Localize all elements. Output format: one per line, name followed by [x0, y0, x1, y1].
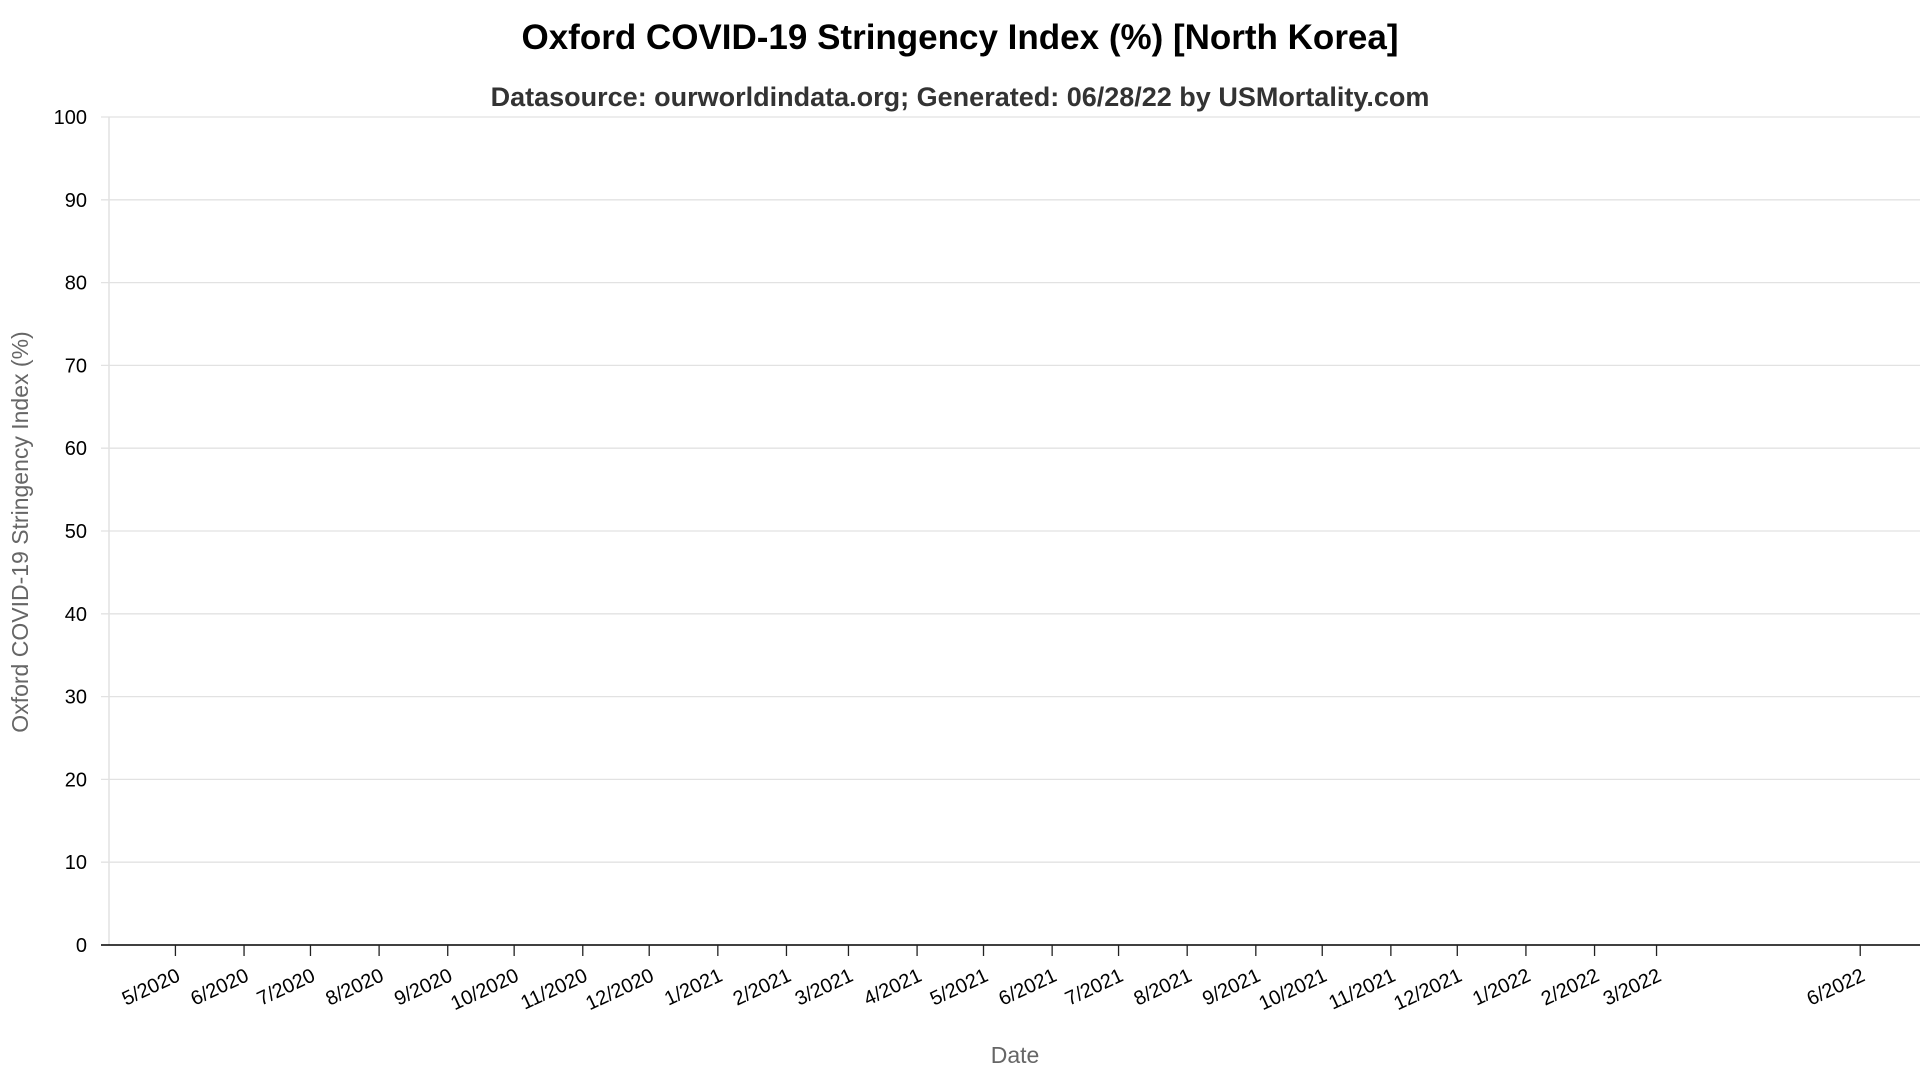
- x-tick-label-4-2021: 4/2021: [860, 965, 925, 1011]
- y-tick-label-0: 0: [76, 935, 87, 957]
- x-tick-label-5-2020: 5/2020: [119, 965, 184, 1011]
- x-tick-label-11-2021: 11/2021: [1326, 965, 1399, 1015]
- chart-title: Oxford COVID-19 Stringency Index (%) [No…: [521, 18, 1398, 57]
- x-tick-label-5-2021: 5/2021: [927, 965, 992, 1011]
- chart-subtitle: Datasource: ourworldindata.org; Generate…: [491, 82, 1430, 112]
- x-tick-label-8-2020: 8/2020: [322, 965, 387, 1011]
- y-tick-label-70: 70: [65, 355, 87, 377]
- x-tick-label-2-2021: 2/2021: [730, 965, 795, 1011]
- x-tick-label-3-2022: 3/2022: [1600, 965, 1665, 1011]
- x-tick-label-7-2020: 7/2020: [254, 965, 319, 1011]
- y-tick-label-100: 100: [54, 107, 87, 129]
- x-tick-label-11-2020: 11/2020: [517, 965, 590, 1015]
- y-tick-label-10: 10: [65, 852, 87, 874]
- x-tick-label-12-2020: 12/2020: [582, 965, 657, 1015]
- y-tick-label-20: 20: [65, 769, 87, 791]
- y-tick-label-50: 50: [65, 521, 87, 543]
- x-tick-label-9-2021: 9/2021: [1199, 965, 1264, 1011]
- x-axis-ticks: 5/2020 6/2020 7/2020 8/2020 9/202010/202011/…: [119, 945, 1869, 1015]
- y-axis-label: Oxford COVID-19 Stringency Index (%): [7, 331, 33, 732]
- x-tick-label-3-2021: 3/2021: [792, 965, 857, 1011]
- y-tick-label-40: 40: [65, 604, 87, 626]
- x-tick-label-9-2020: 9/2020: [391, 965, 456, 1011]
- x-tick-label-6-2021: 6/2021: [996, 965, 1061, 1011]
- x-tick-label-10-2020: 10/2020: [447, 965, 522, 1015]
- x-tick-label-6-2020: 6/2020: [187, 965, 252, 1011]
- y-tick-label-60: 60: [65, 438, 87, 460]
- x-tick-label-7-2021: 7/2021: [1062, 965, 1127, 1011]
- x-tick-label-8-2021: 8/2021: [1131, 965, 1196, 1011]
- y-tick-label-80: 80: [65, 273, 87, 295]
- y-tick-label-30: 30: [65, 687, 87, 709]
- x-axis-label: Date: [991, 1042, 1040, 1068]
- x-tick-label-10-2021: 10/2021: [1256, 965, 1331, 1015]
- y-tick-label-90: 90: [65, 190, 87, 212]
- x-tick-label-1-2022: 1/2022: [1469, 965, 1534, 1011]
- gridlines: [101, 116, 1920, 946]
- y-axis-ticks: 0 10 20 30 40 50 60 70 80 90 100: [54, 107, 87, 957]
- x-tick-label-6-2022: 6/2022: [1804, 965, 1869, 1011]
- x-tick-label-12-2021: 12/2021: [1391, 965, 1466, 1015]
- x-tick-label-2-2022: 2/2022: [1538, 965, 1603, 1011]
- x-tick-label-1-2021: 1/2021: [661, 965, 726, 1011]
